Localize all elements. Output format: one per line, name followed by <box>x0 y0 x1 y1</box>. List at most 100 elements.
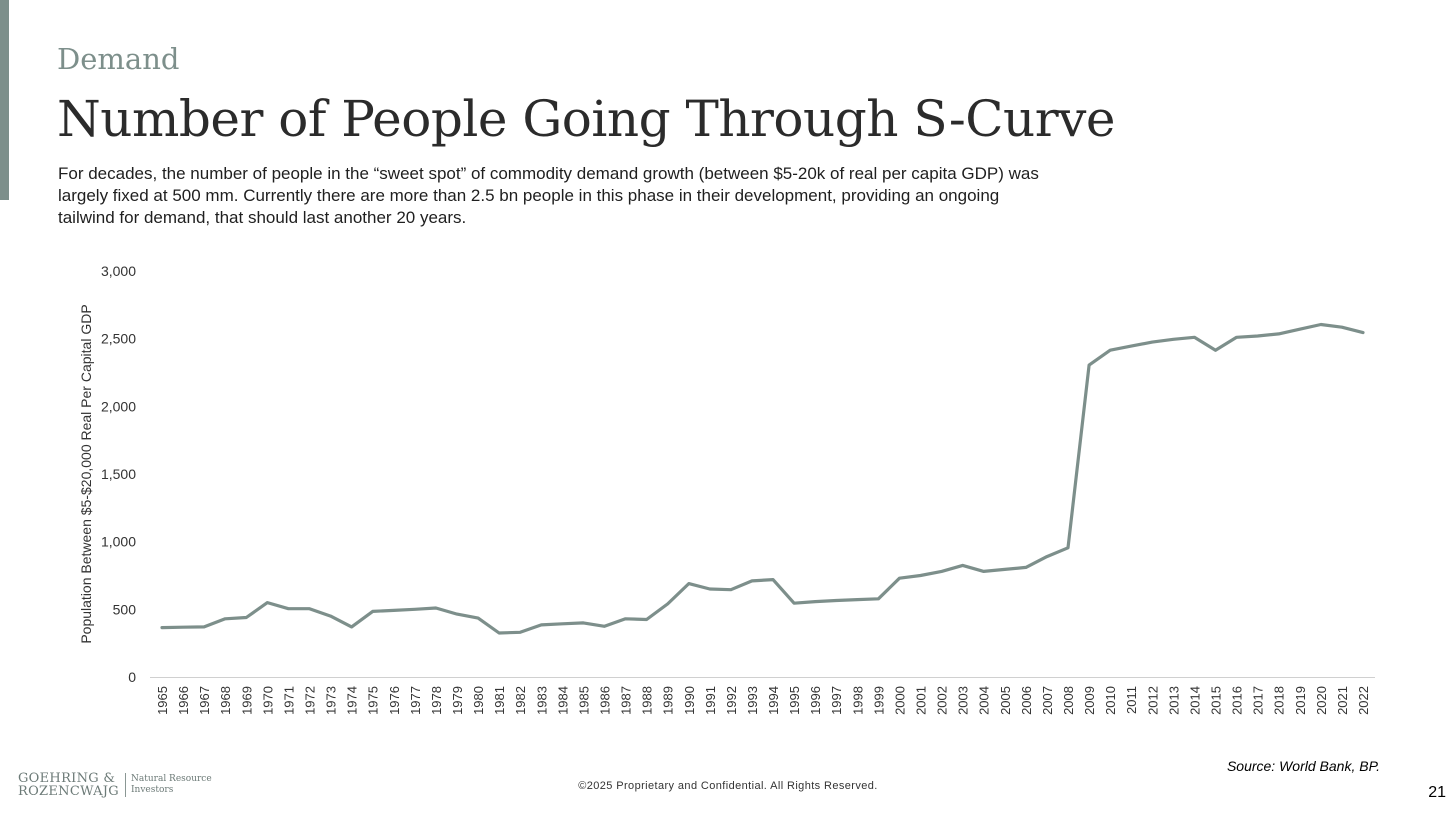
x-tick-label: 1979 <box>450 686 465 715</box>
data-point <box>1193 336 1196 339</box>
data-point <box>455 612 459 616</box>
y-tick-label: 1,500 <box>101 466 136 482</box>
x-tick-label: 1980 <box>471 686 486 715</box>
x-tick-label: 1966 <box>176 686 191 715</box>
x-tick-label: 1996 <box>808 686 823 715</box>
x-tick-label: 1994 <box>766 686 781 715</box>
data-point <box>371 610 374 613</box>
logo-sub-1: Natural Resource <box>131 774 212 784</box>
x-tick-label: 1970 <box>260 686 275 715</box>
x-tick-label: 2010 <box>1103 686 1118 715</box>
logo-line-2: ROZENCWAJG <box>18 784 119 799</box>
data-point <box>350 625 353 629</box>
data-point <box>540 623 543 627</box>
data-point <box>750 579 754 583</box>
data-point <box>329 614 332 618</box>
footer-copyright: ©2025 Proprietary and Confidential. All … <box>578 780 878 792</box>
data-point <box>940 570 943 573</box>
data-point <box>877 597 880 600</box>
x-tick-label: 1999 <box>871 686 886 715</box>
x-tick-label: 1983 <box>534 686 549 715</box>
data-point <box>160 626 164 629</box>
x-tick-label: 1978 <box>429 686 444 715</box>
x-tick-label: 2016 <box>1230 686 1245 715</box>
data-point <box>518 631 522 634</box>
data-point <box>1361 331 1365 334</box>
data-point <box>476 616 480 620</box>
data-point <box>1045 555 1049 558</box>
data-point <box>1172 338 1175 341</box>
data-point <box>919 574 922 577</box>
data-point <box>224 617 227 621</box>
data-point <box>1087 363 1091 367</box>
x-tick-label: 1982 <box>513 686 528 715</box>
data-point <box>645 618 648 621</box>
x-tick-label: 2008 <box>1061 686 1076 715</box>
data-point <box>287 607 290 610</box>
line-chart: 0 500 1,000 1,500 2,000 2,500 3,000 Population … <box>78 263 1375 715</box>
data-point <box>1214 348 1217 352</box>
x-tick-label: 1998 <box>850 686 865 715</box>
data-point <box>792 602 796 605</box>
x-tick-label: 2014 <box>1187 686 1202 715</box>
x-tick-label: 1984 <box>555 686 570 715</box>
y-tick-label: 0 <box>128 669 136 685</box>
x-tick-label: 1967 <box>197 686 212 715</box>
x-tick-label: 1977 <box>408 686 423 715</box>
x-tick-label: 2021 <box>1335 686 1350 715</box>
page-number: 21 <box>1428 784 1446 801</box>
data-point <box>202 625 206 629</box>
data-point <box>1235 336 1238 339</box>
logo-wordmark: GOEHRING & ROZENCWAJG <box>18 772 119 798</box>
x-tick-label: 1995 <box>787 686 802 715</box>
x-tick-label: 1969 <box>239 686 254 715</box>
x-tick-label: 2005 <box>998 686 1013 715</box>
data-point <box>392 609 395 612</box>
accent-bar <box>0 0 9 200</box>
x-tick-label: 2004 <box>977 686 992 715</box>
x-tick-label: 1992 <box>724 686 739 715</box>
data-point <box>181 625 185 629</box>
x-tick-label: 1973 <box>324 686 339 715</box>
data-point <box>982 570 985 573</box>
data-point <box>1151 340 1154 344</box>
data-point <box>961 564 964 567</box>
x-tick-label: 2013 <box>1166 686 1181 715</box>
data-point <box>835 599 838 602</box>
data-point <box>1130 344 1133 348</box>
x-tick-label: 2007 <box>1040 686 1055 715</box>
y-tick-label: 2,000 <box>101 398 136 414</box>
company-logo: GOEHRING & ROZENCWAJG Natural Resource I… <box>18 772 212 798</box>
x-tick-label: 2020 <box>1314 686 1329 715</box>
data-point <box>1340 325 1344 329</box>
y-axis-title: Population Between $5-$20,000 Real Per C… <box>78 304 94 643</box>
x-tick-label: 2000 <box>892 686 907 715</box>
x-tick-label: 1974 <box>345 686 360 715</box>
logo-tagline: Natural Resource Investors <box>131 774 212 796</box>
data-point <box>1024 566 1028 569</box>
section-label: Demand <box>57 42 180 76</box>
y-tick-label: 2,500 <box>101 331 136 347</box>
x-tick-label: 1971 <box>281 686 296 715</box>
x-tick-label: 1976 <box>387 686 402 715</box>
data-point <box>813 600 817 603</box>
x-tick-label: 1981 <box>492 686 507 715</box>
x-tick-label: 1968 <box>218 686 233 715</box>
data-point <box>708 587 712 591</box>
logo-divider <box>125 773 126 797</box>
logo-line-1: GOEHRING & <box>18 771 116 786</box>
slide-title: Number of People Going Through S-Curve <box>57 90 1116 148</box>
x-tick-label: 2015 <box>1209 686 1224 715</box>
data-point <box>1277 332 1280 336</box>
x-tick-label: 2003 <box>956 686 971 715</box>
x-tick-label: 1993 <box>745 686 760 715</box>
data-point <box>1298 327 1301 331</box>
logo-sub-2: Investors <box>131 785 174 795</box>
data-point <box>497 631 501 635</box>
series-line <box>160 322 1365 635</box>
data-point <box>582 621 585 625</box>
data-point <box>561 622 564 626</box>
x-tick-label: 1989 <box>661 686 676 715</box>
x-tick-label: 2018 <box>1272 686 1287 715</box>
data-point <box>308 607 311 610</box>
